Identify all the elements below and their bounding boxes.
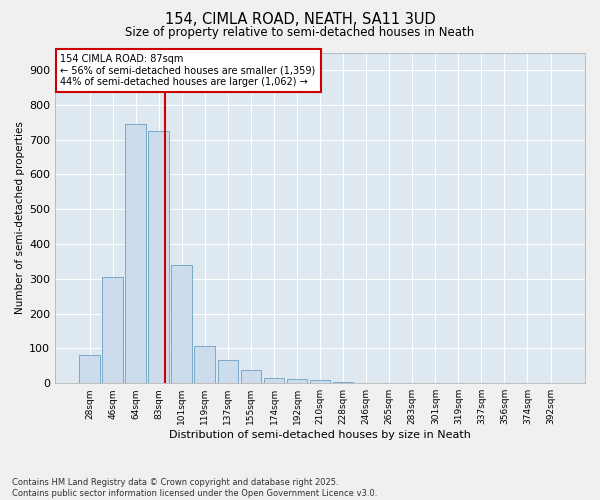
Bar xyxy=(172,265,192,383)
Bar xyxy=(218,360,238,383)
Bar xyxy=(310,380,331,383)
Y-axis label: Number of semi-detached properties: Number of semi-detached properties xyxy=(15,122,25,314)
X-axis label: Distribution of semi-detached houses by size in Neath: Distribution of semi-detached houses by … xyxy=(169,430,471,440)
Text: 154 CIMLA ROAD: 87sqm
← 56% of semi-detached houses are smaller (1,359)
44% of s: 154 CIMLA ROAD: 87sqm ← 56% of semi-deta… xyxy=(61,54,316,88)
Bar xyxy=(102,277,123,383)
Bar xyxy=(194,346,215,383)
Bar xyxy=(333,382,353,383)
Text: 154, CIMLA ROAD, NEATH, SA11 3UD: 154, CIMLA ROAD, NEATH, SA11 3UD xyxy=(164,12,436,28)
Bar xyxy=(148,131,169,383)
Text: Size of property relative to semi-detached houses in Neath: Size of property relative to semi-detach… xyxy=(125,26,475,39)
Bar xyxy=(241,370,262,383)
Bar xyxy=(263,378,284,383)
Bar xyxy=(287,379,307,383)
Text: Contains HM Land Registry data © Crown copyright and database right 2025.
Contai: Contains HM Land Registry data © Crown c… xyxy=(12,478,377,498)
Bar xyxy=(79,356,100,383)
Bar xyxy=(125,124,146,383)
